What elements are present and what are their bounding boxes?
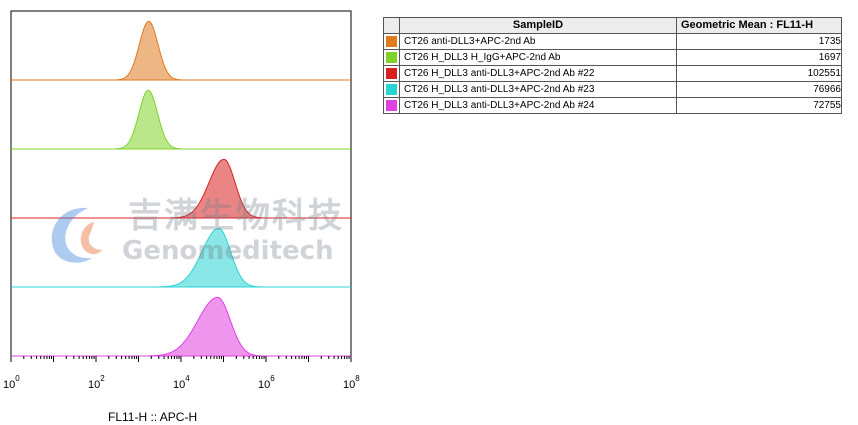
legend-swatch xyxy=(386,51,397,63)
legend-geomean-value: 1735 xyxy=(676,33,842,50)
legend-sample-name: CT26 H_DLL3 H_IgG+APC-2nd Ab xyxy=(399,49,677,66)
legend-table: SampleID Geometric Mean : FL11-H CT26 an… xyxy=(383,17,842,114)
histogram-curve xyxy=(11,296,351,357)
plot-frame xyxy=(10,10,352,357)
histogram-plot: 100 102 104 106 108 xyxy=(3,10,360,391)
legend-header-row: SampleID Geometric Mean : FL11-H xyxy=(383,17,842,34)
legend-sample-name: CT26 anti-DLL3+APC-2nd Ab xyxy=(399,33,677,50)
legend-row: CT26 H_DLL3 H_IgG+APC-2nd Ab 1697 xyxy=(383,49,842,66)
legend-sample-name: CT26 H_DLL3 anti-DLL3+APC-2nd Ab #24 xyxy=(399,97,677,114)
legend-row: CT26 anti-DLL3+APC-2nd Ab 1735 xyxy=(383,33,842,50)
watermark-english: Genomeditech xyxy=(122,236,334,266)
legend-geomean-value: 76966 xyxy=(676,81,842,98)
watermark-logo-icon xyxy=(51,207,102,263)
legend-header-swatch xyxy=(383,17,400,34)
x-axis-title: FL11-H :: APC-H xyxy=(108,410,198,424)
legend-header-sampleid: SampleID xyxy=(399,17,677,34)
x-tick-label: 102 xyxy=(88,374,105,391)
legend-geomean-value: 102551 xyxy=(676,65,842,82)
legend-table-container: SampleID Geometric Mean : FL11-H CT26 an… xyxy=(383,17,858,157)
legend-row: CT26 H_DLL3 anti-DLL3+APC-2nd Ab #24 7275… xyxy=(383,97,842,114)
watermark-chinese: 吉满生物科技 xyxy=(128,196,344,236)
x-tick-label: 100 xyxy=(3,374,20,391)
legend-sample-name: CT26 H_DLL3 anti-DLL3+APC-2nd Ab #23 xyxy=(399,81,677,98)
legend-swatch xyxy=(386,35,397,47)
legend-swatch-cell xyxy=(383,97,400,114)
legend-row: CT26 H_DLL3 anti-DLL3+APC-2nd Ab #23 7696… xyxy=(383,81,842,98)
legend-row: CT26 H_DLL3 anti-DLL3+APC-2nd Ab #22 1025… xyxy=(383,65,842,82)
x-tick-label: 108 xyxy=(343,374,360,391)
histogram-curve xyxy=(11,89,351,150)
legend-swatch-cell xyxy=(383,33,400,50)
legend-sample-name: CT26 H_DLL3 anti-DLL3+APC-2nd Ab #22 xyxy=(399,65,677,82)
legend-swatch xyxy=(386,67,397,79)
legend-header-geomean: Geometric Mean : FL11-H xyxy=(676,17,842,34)
x-tick-label: 106 xyxy=(258,374,275,391)
legend-swatch-cell xyxy=(383,65,400,82)
legend-swatch xyxy=(386,99,397,111)
legend-swatch-cell xyxy=(383,81,400,98)
x-tick-label: 104 xyxy=(173,374,190,391)
legend-swatch xyxy=(386,83,397,95)
legend-geomean-value: 72755 xyxy=(676,97,842,114)
legend-geomean-value: 1697 xyxy=(676,49,842,66)
legend-swatch-cell xyxy=(383,49,400,66)
histogram-curve xyxy=(11,20,351,81)
